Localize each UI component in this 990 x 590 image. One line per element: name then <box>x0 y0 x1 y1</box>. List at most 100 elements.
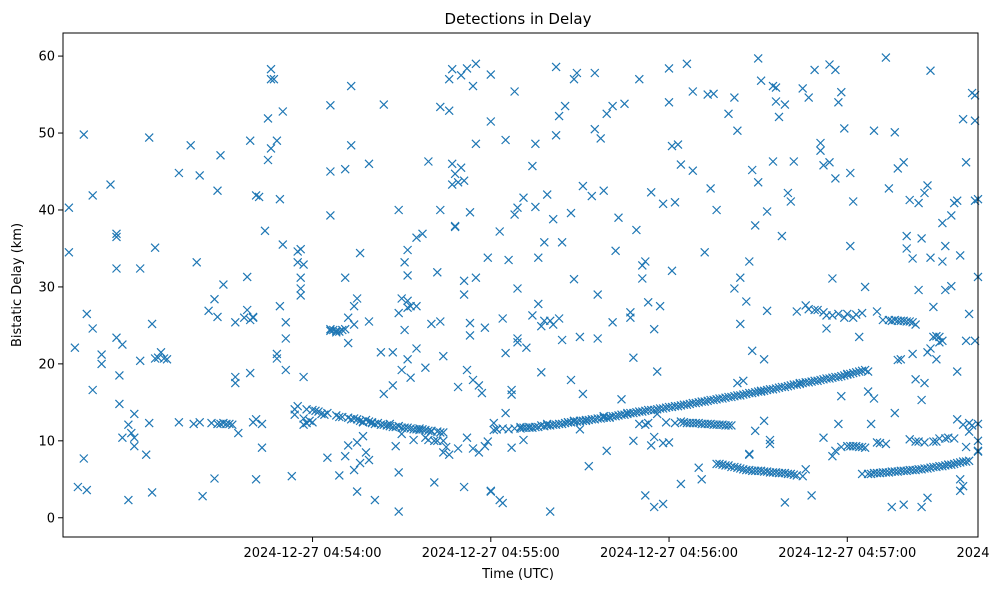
data-point <box>658 199 668 209</box>
data-point <box>839 123 849 133</box>
data-point <box>204 306 214 316</box>
data-point <box>355 248 365 258</box>
data-point <box>465 330 475 340</box>
data-point <box>768 157 778 166</box>
data-point <box>759 386 769 396</box>
data-point <box>423 157 433 166</box>
data-point <box>890 408 900 418</box>
data-point <box>403 296 413 306</box>
data-point <box>807 490 817 500</box>
data-point <box>777 231 787 241</box>
data-point <box>474 380 484 390</box>
data-point <box>135 356 145 366</box>
data-point <box>403 245 413 255</box>
data-point <box>412 344 421 353</box>
data-point <box>637 407 647 417</box>
data-point <box>308 405 317 415</box>
data-point <box>290 410 300 420</box>
data-point <box>462 433 472 443</box>
data-point <box>530 139 540 149</box>
data-point <box>459 176 469 186</box>
data-point <box>432 267 442 277</box>
data-point <box>816 146 825 156</box>
data-point <box>902 244 912 253</box>
data-point <box>195 170 205 180</box>
data-point <box>266 143 276 153</box>
data-point <box>682 59 692 69</box>
data-point <box>958 114 968 124</box>
data-point <box>652 367 662 377</box>
data-point <box>379 100 389 110</box>
data-point <box>456 163 466 173</box>
data-point <box>242 305 252 315</box>
data-point <box>780 100 790 110</box>
data-point <box>281 365 291 375</box>
data-point <box>560 101 570 111</box>
data-point <box>700 397 710 407</box>
data-point <box>530 422 540 432</box>
y-axis-ticks: 0 10 20 30 40 50 60 <box>38 50 63 526</box>
data-point <box>554 111 564 121</box>
data-point <box>833 309 843 319</box>
data-point <box>905 317 915 326</box>
data-point <box>780 382 790 392</box>
data-point <box>106 180 115 190</box>
data-point <box>305 416 315 426</box>
data-point <box>694 463 704 473</box>
data-point <box>801 464 811 474</box>
data-point <box>287 471 297 481</box>
data-point <box>646 440 656 450</box>
data-point <box>501 348 511 358</box>
data-point <box>908 254 918 263</box>
data-point <box>735 319 745 329</box>
data-point <box>830 446 840 456</box>
data-point <box>198 491 208 501</box>
data-point <box>471 273 481 283</box>
data-point <box>937 257 947 266</box>
data-point <box>459 482 469 492</box>
data-point <box>468 444 478 453</box>
data-point <box>664 437 674 447</box>
data-point <box>649 502 659 512</box>
data-point <box>851 310 861 320</box>
data-point <box>296 273 306 283</box>
data-point <box>536 321 546 331</box>
data-point <box>637 260 647 270</box>
data-point <box>658 499 668 509</box>
data-point <box>789 157 799 166</box>
data-point <box>536 367 546 377</box>
data-point <box>64 203 74 213</box>
data-point <box>147 319 157 329</box>
data-point <box>150 243 160 253</box>
data-point <box>753 177 763 187</box>
data-point <box>423 426 433 436</box>
data-point <box>602 109 612 119</box>
data-point <box>593 290 603 300</box>
y-tick-label: 10 <box>38 434 55 449</box>
data-point <box>349 465 359 475</box>
data-point <box>435 427 445 437</box>
data-point <box>759 416 769 426</box>
data-point <box>308 417 317 427</box>
data-point <box>403 354 413 364</box>
data-point <box>750 220 760 230</box>
data-point <box>726 420 736 430</box>
data-point <box>827 451 837 461</box>
data-point <box>379 389 389 399</box>
data-point <box>830 65 840 75</box>
data-point <box>296 244 306 254</box>
data-point <box>275 301 285 311</box>
data-point <box>391 441 401 451</box>
data-point <box>406 373 416 383</box>
data-point <box>447 180 457 190</box>
data-point <box>486 487 496 497</box>
data-point <box>468 81 478 91</box>
data-point <box>296 284 306 293</box>
data-point <box>738 376 748 386</box>
data-point <box>896 354 906 364</box>
data-point <box>649 405 659 415</box>
data-point <box>691 398 701 408</box>
data-point <box>126 428 136 438</box>
data-point <box>299 260 309 270</box>
data-point <box>643 418 653 428</box>
